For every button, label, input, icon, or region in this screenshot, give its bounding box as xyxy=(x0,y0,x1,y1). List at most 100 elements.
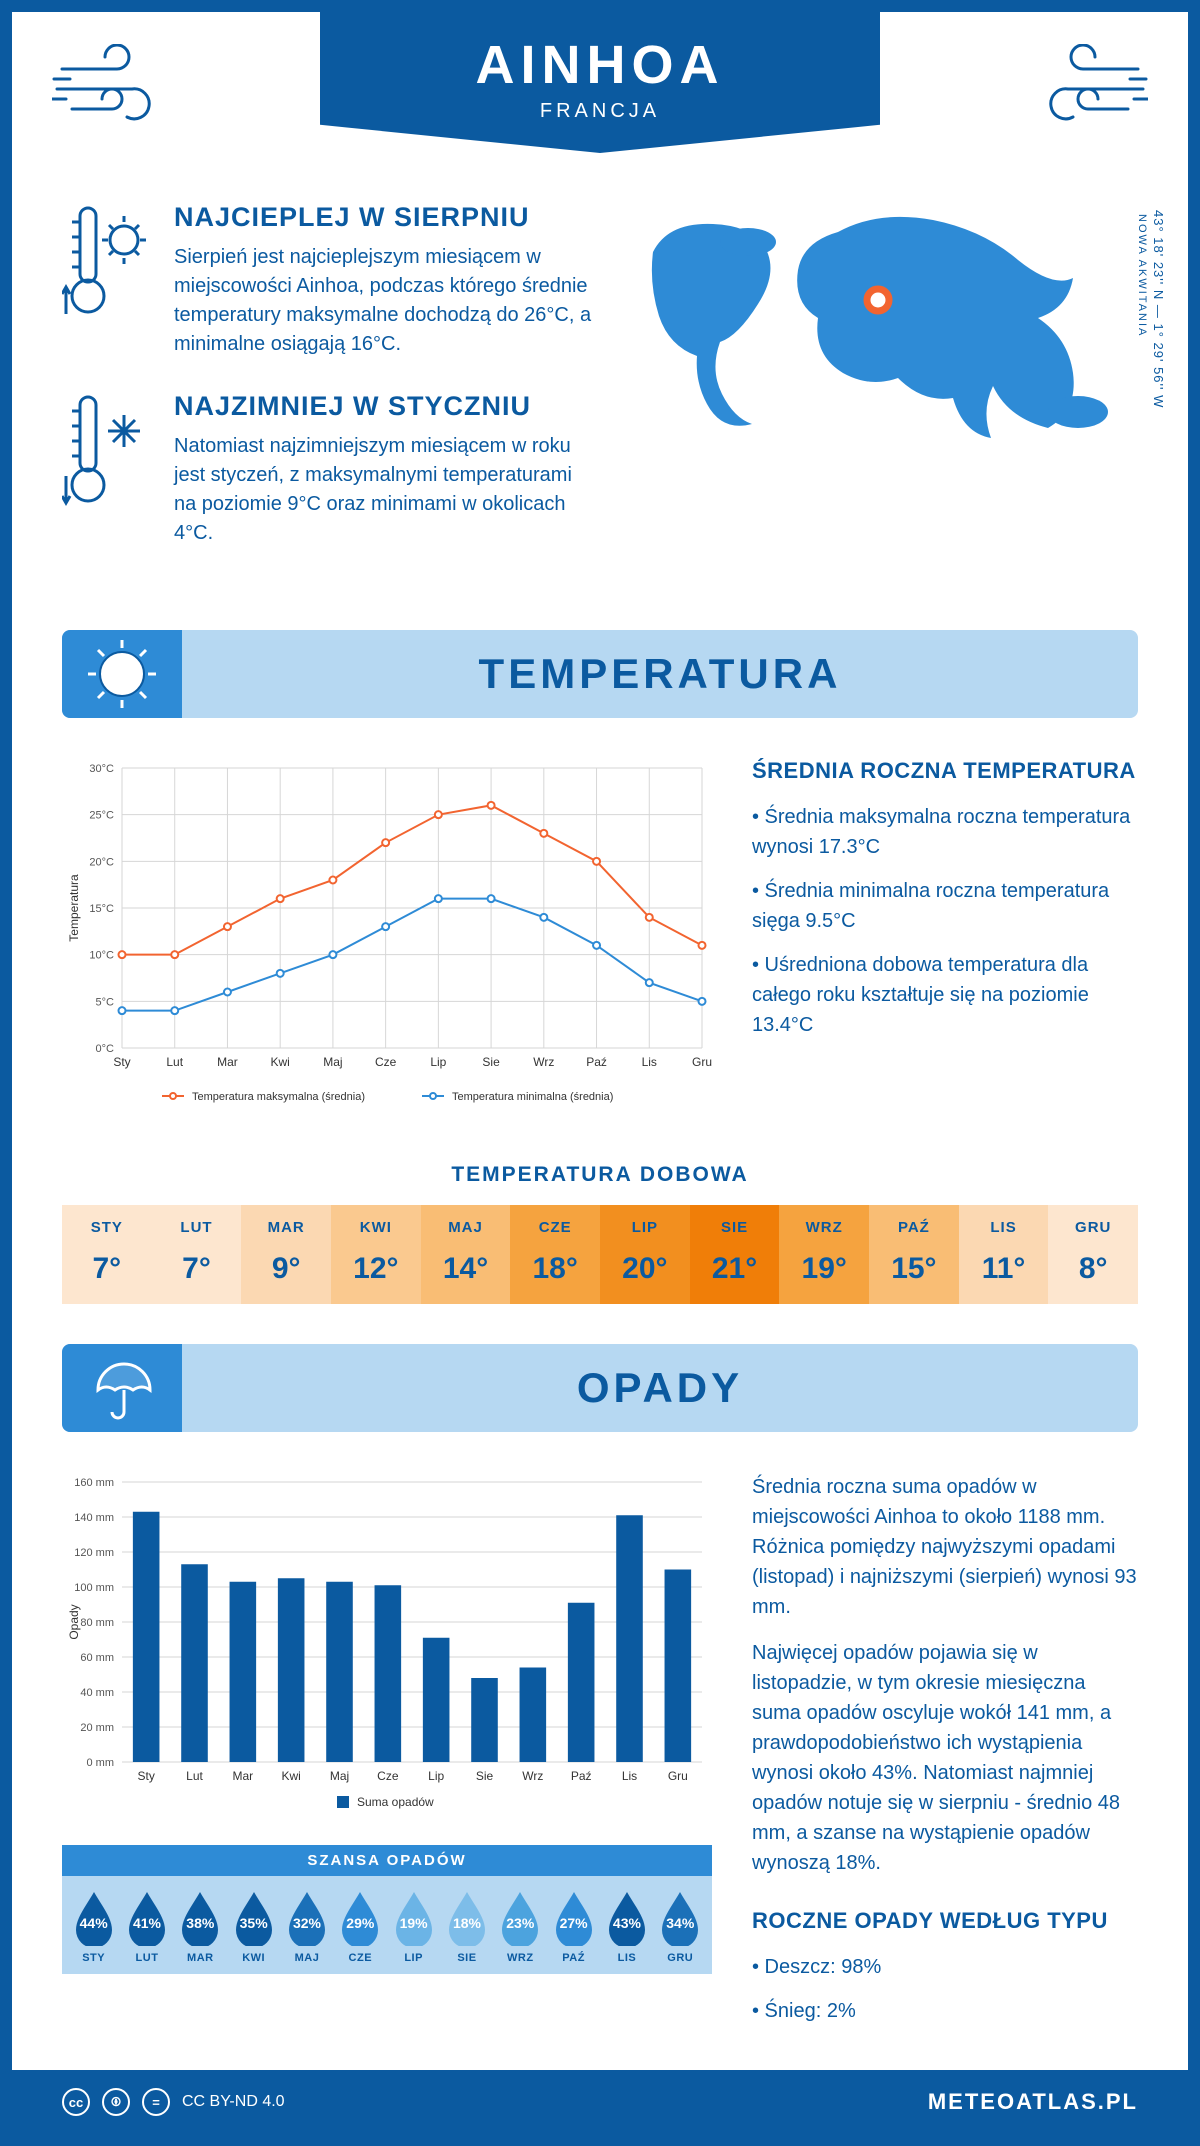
temp-cell: PAŹ15° xyxy=(869,1205,959,1304)
chance-month: WRZ xyxy=(495,1952,546,1964)
svg-text:0 mm: 0 mm xyxy=(87,1757,115,1769)
svg-text:10°C: 10°C xyxy=(89,950,114,962)
svg-text:Cze: Cze xyxy=(375,1055,397,1069)
cold-body: Natomiast najzimniejszym miesiącem w rok… xyxy=(174,432,598,548)
intro-section: NAJCIEPLEJ W SIERPNIU Sierpień jest najc… xyxy=(12,182,1188,620)
temp-bullet: • Średnia maksymalna roczna temperatura … xyxy=(752,802,1138,862)
chance-item: 43% LIS xyxy=(601,1890,652,1964)
svg-text:Wrz: Wrz xyxy=(533,1055,554,1069)
header: AINHOA FRANCJA xyxy=(12,12,1188,182)
month-label: WRZ xyxy=(779,1219,869,1236)
chance-month: CZE xyxy=(335,1952,386,1964)
chance-value: 34% xyxy=(658,1900,702,1946)
month-label: GRU xyxy=(1048,1219,1138,1236)
umbrella-icon xyxy=(86,1352,158,1424)
temp-value: 7° xyxy=(62,1252,152,1286)
region-label: NOWA AKWITANIA xyxy=(1136,214,1148,337)
temp-cell: WRZ 19° xyxy=(779,1205,869,1304)
chance-value: 27% xyxy=(552,1900,596,1946)
precip-para1: Średnia roczna suma opadów w miejscowośc… xyxy=(752,1472,1138,1622)
daily-temp-table: STY7°LUT7°MAR9°KWI12°MAJ14°CZE18°LIP20°S… xyxy=(62,1205,1138,1304)
temp-value: 14° xyxy=(421,1252,511,1286)
svg-text:Sty: Sty xyxy=(113,1055,130,1069)
temperature-title: TEMPERATURA xyxy=(182,650,1138,698)
chance-month: MAR xyxy=(175,1952,226,1964)
footer: cc 🅯 = CC BY-ND 4.0 METEOATLAS.PL xyxy=(12,2070,1188,2134)
chance-month: GRU xyxy=(655,1952,706,1964)
chance-month: STY xyxy=(68,1952,119,1964)
precip-chance-box: SZANSA OPADÓW 44%STY41%LUT38%MAR35%KWI32… xyxy=(62,1845,712,1974)
svg-text:Sie: Sie xyxy=(482,1055,500,1069)
svg-text:Gru: Gru xyxy=(668,1769,688,1783)
svg-text:25°C: 25°C xyxy=(89,810,114,822)
svg-text:15°C: 15°C xyxy=(89,903,114,915)
chance-value: 44% xyxy=(72,1900,116,1946)
temp-cell: MAJ 14° xyxy=(421,1205,511,1304)
chance-month: SIE xyxy=(441,1952,492,1964)
chance-item: 38% MAR xyxy=(175,1890,226,1964)
temp-value: 12° xyxy=(331,1252,421,1286)
chance-value: 18% xyxy=(445,1900,489,1946)
coordinates: 43° 18' 23'' N — 1° 29' 56'' W xyxy=(1151,210,1166,408)
svg-text:Mar: Mar xyxy=(217,1055,238,1069)
month-label: SIE xyxy=(690,1219,780,1236)
chance-item: 18% SIE xyxy=(441,1890,492,1964)
month-label: KWI xyxy=(331,1219,421,1236)
chance-value: 43% xyxy=(605,1900,649,1946)
temperature-banner: TEMPERATURA xyxy=(62,630,1138,718)
chance-value: 19% xyxy=(392,1900,436,1946)
chance-item: 19%LIP xyxy=(388,1890,439,1964)
svg-text:Lut: Lut xyxy=(166,1055,183,1069)
svg-text:120 mm: 120 mm xyxy=(74,1547,114,1559)
page-title: AINHOA xyxy=(320,34,880,96)
chance-value: 35% xyxy=(232,1900,276,1946)
hot-fact: NAJCIEPLEJ W SIERPNIU Sierpień jest najc… xyxy=(62,202,598,359)
title-ribbon: AINHOA FRANCJA xyxy=(320,12,880,153)
chance-value: 41% xyxy=(125,1900,169,1946)
month-label: MAJ xyxy=(421,1219,511,1236)
temp-value: 18° xyxy=(510,1252,600,1286)
precip-type-heading: ROCZNE OPADY WEDŁUG TYPU xyxy=(752,1908,1138,1934)
temp-cell: LIS11° xyxy=(959,1205,1049,1304)
hot-body: Sierpień jest najcieplejszym miesiącem w… xyxy=(174,243,598,359)
chance-item: 23%WRZ xyxy=(495,1890,546,1964)
svg-text:140 mm: 140 mm xyxy=(74,1512,114,1524)
svg-text:30°C: 30°C xyxy=(89,763,114,775)
temperature-line-chart: 0°C5°C10°C15°C20°C25°C30°CStyLutMarKwiMa… xyxy=(62,758,712,1118)
svg-text:Lip: Lip xyxy=(428,1769,444,1783)
precipitation-title: OPADY xyxy=(182,1364,1138,1412)
svg-text:5°C: 5°C xyxy=(96,996,115,1008)
temp-value: 19° xyxy=(779,1252,869,1286)
svg-text:Paź: Paź xyxy=(586,1055,607,1069)
temp-value: 20° xyxy=(600,1252,690,1286)
temp-value: 9° xyxy=(241,1252,331,1286)
chance-item: 29%CZE xyxy=(335,1890,386,1964)
page-subtitle: FRANCJA xyxy=(320,100,880,123)
world-map: 43° 18' 23'' N — 1° 29' 56'' W NOWA AKWI… xyxy=(628,202,1138,580)
chance-item: 27%PAŹ xyxy=(548,1890,599,1964)
svg-text:Lip: Lip xyxy=(430,1055,446,1069)
chance-value: 32% xyxy=(285,1900,329,1946)
chance-month: LIS xyxy=(601,1952,652,1964)
thermometer-cold-icon xyxy=(62,391,152,511)
svg-text:20°C: 20°C xyxy=(89,856,114,868)
month-label: LIS xyxy=(959,1219,1049,1236)
svg-text:Wrz: Wrz xyxy=(522,1769,543,1783)
svg-text:Cze: Cze xyxy=(377,1769,399,1783)
daily-temp-heading: TEMPERATURA DOBOWA xyxy=(12,1163,1188,1187)
temp-cell: LUT7° xyxy=(152,1205,242,1304)
svg-text:Maj: Maj xyxy=(323,1055,342,1069)
chance-item: 35%KWI xyxy=(228,1890,279,1964)
temp-cell: STY 7° xyxy=(62,1205,152,1304)
temp-value: 7° xyxy=(152,1252,242,1286)
svg-text:0°C: 0°C xyxy=(96,1043,115,1055)
svg-text:Mar: Mar xyxy=(232,1769,253,1783)
svg-text:Lis: Lis xyxy=(622,1769,637,1783)
month-label: STY xyxy=(62,1219,152,1236)
cold-heading: NAJZIMNIEJ W STYCZNIU xyxy=(174,391,598,422)
svg-text:Temperatura: Temperatura xyxy=(67,874,81,942)
svg-text:Temperatura minimalna (średnia: Temperatura minimalna (średnia) xyxy=(452,1091,613,1103)
chance-value: 38% xyxy=(178,1900,222,1946)
svg-text:Kwi: Kwi xyxy=(281,1769,300,1783)
type-bullet: • Deszcz: 98% xyxy=(752,1952,1138,1982)
